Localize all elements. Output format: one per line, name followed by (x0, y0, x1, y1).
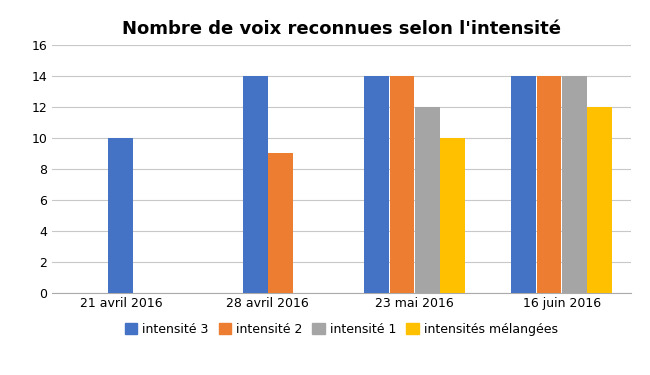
Bar (512, 76, 536, 292)
Bar (587, 107, 612, 292)
Bar (537, 76, 562, 292)
Bar (109, 138, 133, 292)
Bar (268, 153, 293, 292)
Bar (440, 138, 465, 292)
Bar (415, 107, 439, 292)
Title: Nombre de voix reconnues selon l'intensité: Nombre de voix reconnues selon l'intensi… (122, 20, 561, 38)
Bar (562, 76, 587, 292)
Bar (390, 76, 415, 292)
Legend: intensité 3, intensité 2, intensité 1, intensités mélangées: intensité 3, intensité 2, intensité 1, i… (120, 318, 563, 341)
Bar (243, 76, 268, 292)
Bar (365, 76, 389, 292)
